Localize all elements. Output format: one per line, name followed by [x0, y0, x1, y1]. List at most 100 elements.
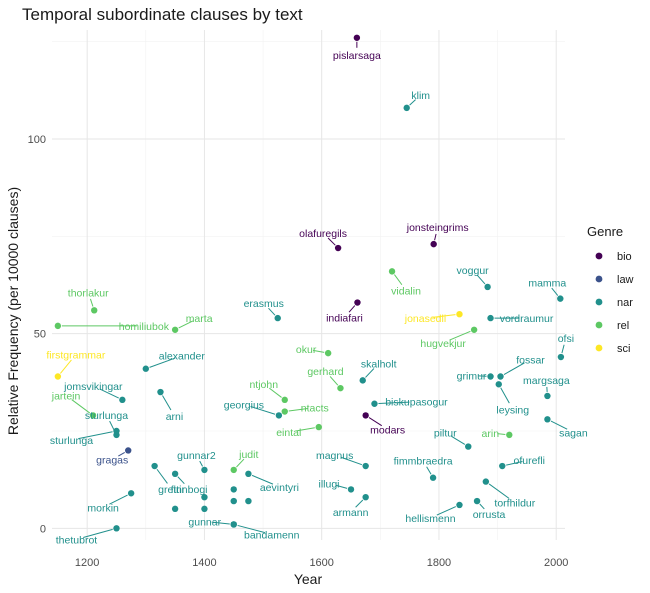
point-label: fossar	[516, 354, 545, 366]
label-leader-line	[550, 420, 568, 430]
point-label: jomsvikingar	[63, 381, 123, 393]
label-leader-line	[118, 451, 125, 457]
point-label: judit	[238, 449, 258, 461]
label-leader-line	[199, 460, 203, 467]
data-point	[324, 349, 332, 357]
data-point	[275, 412, 283, 419]
label-leader-line	[497, 433, 506, 435]
legend: Genre bio law nar rel sci	[587, 224, 634, 355]
point-label: biskupasogur	[385, 397, 448, 409]
label-leader-line	[162, 395, 172, 411]
data-point	[484, 283, 491, 291]
plot-grid	[52, 30, 565, 540]
point-label: okur	[296, 344, 317, 356]
data-point	[201, 505, 208, 513]
data-point	[359, 377, 366, 384]
label-leader-line	[503, 362, 525, 375]
point-label: sagan	[559, 427, 588, 439]
x-tick-label: 1400	[192, 557, 216, 569]
data-point	[337, 384, 344, 392]
label-leader-line	[156, 468, 168, 484]
data-point	[487, 314, 494, 322]
label-leader-line	[211, 521, 230, 525]
point-label: finnbogi	[171, 484, 208, 496]
data-point	[54, 322, 62, 330]
label-leader-line	[312, 349, 325, 353]
chart-title: Temporal subordinate clauses by text	[22, 5, 303, 24]
point-label: gragas	[96, 454, 128, 466]
point-label: bandamenn	[244, 529, 300, 541]
point-label: thorlakur	[68, 287, 109, 299]
data-point	[89, 412, 97, 419]
label-leader-line	[355, 499, 364, 508]
point-label: jartein	[51, 390, 81, 402]
data-point	[557, 353, 565, 361]
data-point	[499, 462, 506, 470]
point-label: georgius	[224, 399, 264, 411]
data-point	[470, 326, 478, 333]
data-point	[362, 412, 369, 419]
point-label: fimmbraedra	[394, 456, 453, 468]
label-leader-line	[60, 359, 72, 374]
label-leader-line	[268, 307, 276, 316]
label-leader-line	[177, 476, 185, 485]
point-label: arin	[482, 428, 500, 440]
data-point	[171, 505, 179, 513]
data-point	[245, 470, 252, 478]
label-leader-line	[450, 435, 466, 445]
label-leader-line	[348, 305, 356, 313]
point-label: grimur	[457, 370, 487, 382]
plot-panel	[52, 30, 565, 540]
point-label: erasmus	[244, 298, 284, 310]
label-leader-line	[506, 461, 523, 466]
point-label: grettir	[158, 484, 185, 496]
point-label: mamma	[528, 278, 566, 290]
label-leader-line	[327, 237, 336, 246]
point-label: hellismenn	[405, 513, 455, 525]
point-label: ntacts	[301, 403, 329, 415]
label-leader-line	[488, 483, 510, 499]
point-label: voggur	[457, 265, 490, 277]
label-leader-line	[476, 274, 486, 285]
point-label: marta	[186, 313, 213, 325]
point-label: homiliubok	[119, 321, 170, 333]
point-label: illugi	[318, 478, 339, 490]
label-leader-line	[341, 456, 363, 466]
data-point	[495, 381, 502, 388]
point-label: ofsi	[558, 333, 574, 345]
legend-key-sci	[595, 344, 603, 352]
point-label: orrusta	[473, 509, 506, 521]
data-point	[151, 462, 158, 470]
x-tick-label: 1200	[75, 557, 99, 569]
label-leader-line	[71, 399, 91, 414]
point-label: jonsteingrims	[406, 222, 469, 234]
point-label: firstgrammar	[46, 349, 105, 361]
point-label: aevintyri	[260, 482, 299, 494]
label-leader-line	[479, 503, 485, 510]
label-leader-line	[365, 368, 375, 378]
label-leader-line	[436, 506, 457, 516]
data-point	[125, 447, 132, 454]
label-leader-line	[329, 376, 339, 386]
y-axis-ticks: 0 50 100	[28, 134, 46, 535]
data-point	[497, 373, 504, 380]
label-leader-line	[434, 233, 437, 241]
data-point	[171, 470, 179, 478]
label-leader-line	[237, 524, 266, 534]
data-point	[347, 486, 355, 493]
y-tick-label: 50	[34, 329, 46, 341]
label-leader-line	[335, 484, 348, 489]
point-label: hugvekjur	[420, 338, 466, 350]
label-leader-line	[426, 466, 432, 475]
label-leader-line	[236, 458, 245, 468]
data-point	[230, 497, 237, 505]
x-axis-ticks: 1200 1400 1600 1800 2000	[75, 557, 569, 569]
point-label: armann	[333, 507, 369, 519]
label-leader-line	[561, 344, 565, 354]
data-point	[230, 521, 237, 528]
legend-key-bio	[595, 252, 603, 260]
label-leader-line	[99, 388, 119, 399]
point-label: vidalin	[391, 285, 421, 297]
point-label: gunnar2	[177, 450, 216, 462]
